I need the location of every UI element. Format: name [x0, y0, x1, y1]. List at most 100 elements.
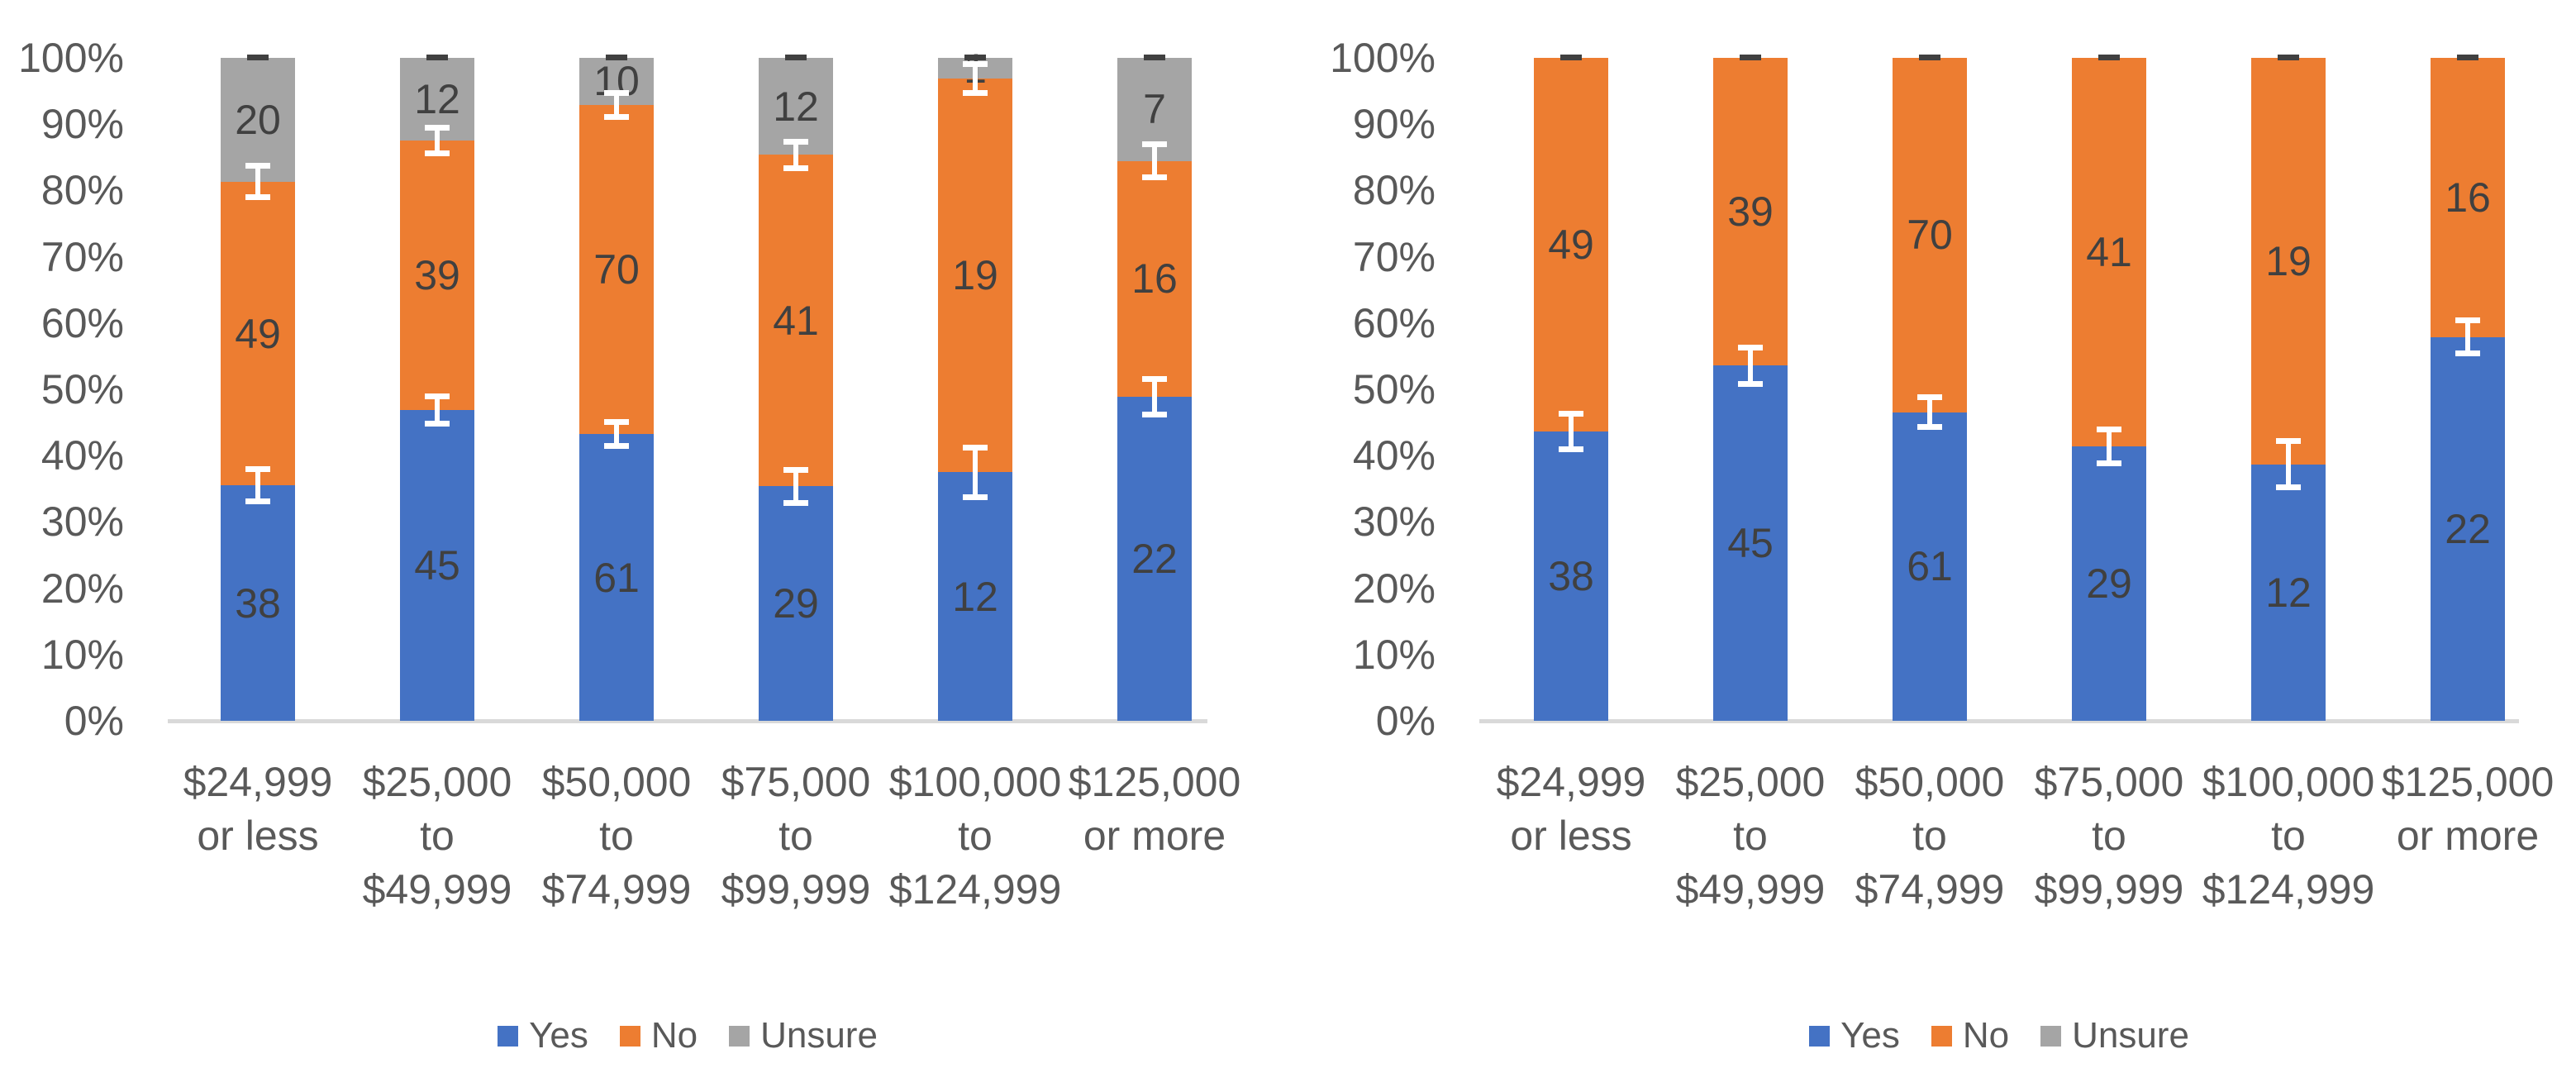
bar-segment-no: [400, 141, 474, 410]
bar-segment-yes: [1713, 365, 1788, 721]
x-axis-label-line: $125,000: [2381, 759, 2555, 805]
x-axis-label: $25,000 to $49,999: [1653, 756, 1848, 917]
y-tick-label: 0%: [1375, 698, 1436, 744]
legend-swatch-unsure: [729, 1025, 750, 1047]
y-tick-label: 30%: [40, 498, 124, 546]
error-bar: [783, 467, 808, 506]
y-tick-label: 70%: [1352, 233, 1436, 280]
x-axis-label-line: $74,999: [1855, 866, 2005, 913]
bar-segment-no: [1893, 58, 1967, 412]
data-label-yes: 38: [1548, 552, 1594, 599]
y-tick-label: 20%: [40, 565, 124, 612]
bar-segment-no: [2072, 58, 2146, 446]
data-label-no: 39: [1727, 188, 1774, 236]
legend-item-yes: Yes: [1809, 1015, 1900, 1056]
y-tick-label: 50%: [40, 366, 124, 412]
error-bar: [245, 465, 270, 505]
error-bar-stem: [973, 61, 978, 96]
y-tick-label: 40%: [40, 432, 124, 479]
x-axis-label-line: $50,000: [1855, 759, 2005, 805]
legend: Yes No Unsure: [168, 1015, 1207, 1056]
legend-item-yes: Yes: [498, 1015, 588, 1056]
legend-label: Unsure: [760, 1015, 878, 1056]
x-axis-label: $24,999 or less: [160, 756, 355, 863]
error-bar-stem: [1927, 393, 1932, 431]
error-bar: [963, 61, 988, 96]
bar-segment-unsure: [221, 58, 295, 182]
error-bar-top-dash: [2098, 55, 2120, 60]
error-bar-top-dash: [1740, 55, 1761, 60]
y-tick-label: 20%: [1352, 565, 1436, 612]
y-tick-label: 0%: [64, 698, 124, 744]
data-label-no: 70: [1907, 212, 1953, 259]
error-bar: [425, 393, 450, 427]
x-axis-label-line: or more: [2396, 813, 2540, 859]
error-bar-top-dash: [964, 55, 986, 60]
error-bar: [783, 139, 808, 171]
legend-label: Yes: [529, 1015, 588, 1056]
error-bar-stem: [793, 467, 798, 506]
y-tick-label: 100%: [18, 35, 124, 81]
bar-segment-yes: [1893, 412, 1967, 721]
x-axis-label-line: $75,000: [2034, 759, 2184, 805]
error-bar-top-dash: [606, 55, 627, 60]
x-axis-label: $100,000 to $124,999: [2191, 756, 2386, 917]
data-label-yes: 12: [952, 573, 998, 620]
data-label-no: 41: [2086, 228, 2132, 275]
error-bar: [1142, 141, 1167, 180]
error-bar: [963, 444, 988, 500]
data-label-no: 39: [414, 252, 460, 299]
y-tick-label: 10%: [40, 631, 124, 678]
bar-segment-yes: [221, 485, 295, 721]
bar-segment-yes: [1534, 431, 1608, 721]
bar-segment-yes: [400, 410, 474, 721]
x-axis-label-line: $25,000: [362, 759, 512, 805]
error-bar: [1142, 376, 1167, 417]
error-bar: [1559, 410, 1583, 452]
error-bar-stem: [2465, 317, 2470, 356]
data-label-no: 49: [1548, 221, 1594, 268]
bar-segment-no: [1713, 58, 1788, 365]
data-label-yes: 12: [2265, 569, 2312, 616]
data-label-no: 49: [235, 310, 281, 357]
bar-segment-no: [1117, 161, 1192, 397]
legend: Yes No Unsure: [1479, 1015, 2519, 1056]
x-axis-line: [168, 719, 1207, 723]
data-label-yes: 61: [593, 554, 640, 601]
x-axis-label-line: $50,000: [541, 759, 692, 805]
error-bar-top-dash: [1919, 55, 1940, 60]
x-axis-label: $75,000 to $99,999: [698, 756, 893, 917]
legend-swatch-no: [619, 1025, 640, 1047]
y-tick-label: 30%: [1352, 498, 1436, 546]
data-label-unsure: 12: [773, 83, 819, 130]
data-label-no: 19: [952, 252, 998, 299]
error-bar-top-dash: [426, 55, 448, 60]
error-bar: [1738, 344, 1763, 387]
error-bar-stem: [2286, 438, 2291, 490]
error-bar-stem: [614, 419, 619, 449]
bar-segment-no: [579, 105, 654, 434]
error-bar: [2097, 426, 2121, 466]
x-axis-label-line: $124,999: [2202, 866, 2375, 913]
error-bar-stem: [255, 465, 260, 505]
x-axis-label-line: to: [2271, 813, 2306, 859]
error-bar: [2455, 317, 2480, 356]
bar-segment-yes: [2072, 446, 2146, 721]
x-axis-label-line: or less: [197, 813, 319, 859]
data-label-yes: 45: [1727, 520, 1774, 567]
x-axis-label: $100,000 to $124,999: [878, 756, 1073, 917]
y-tick-label: 100%: [1330, 35, 1436, 81]
x-axis-label: $125,000 or more: [2370, 756, 2565, 863]
legend-swatch-yes: [1809, 1025, 1831, 1047]
x-axis-label-line: $100,000: [2202, 759, 2375, 805]
legend-label: Yes: [1840, 1015, 1900, 1056]
data-label-yes: 22: [2445, 505, 2491, 552]
x-axis-label-line: $125,000: [1068, 759, 1241, 805]
data-label-unsure: 12: [414, 76, 460, 123]
bar-segment-no: [759, 155, 833, 486]
bar-segment-yes: [2251, 465, 2326, 721]
error-bar-stem: [255, 163, 260, 201]
x-axis-label-line: $24,999: [183, 759, 333, 805]
